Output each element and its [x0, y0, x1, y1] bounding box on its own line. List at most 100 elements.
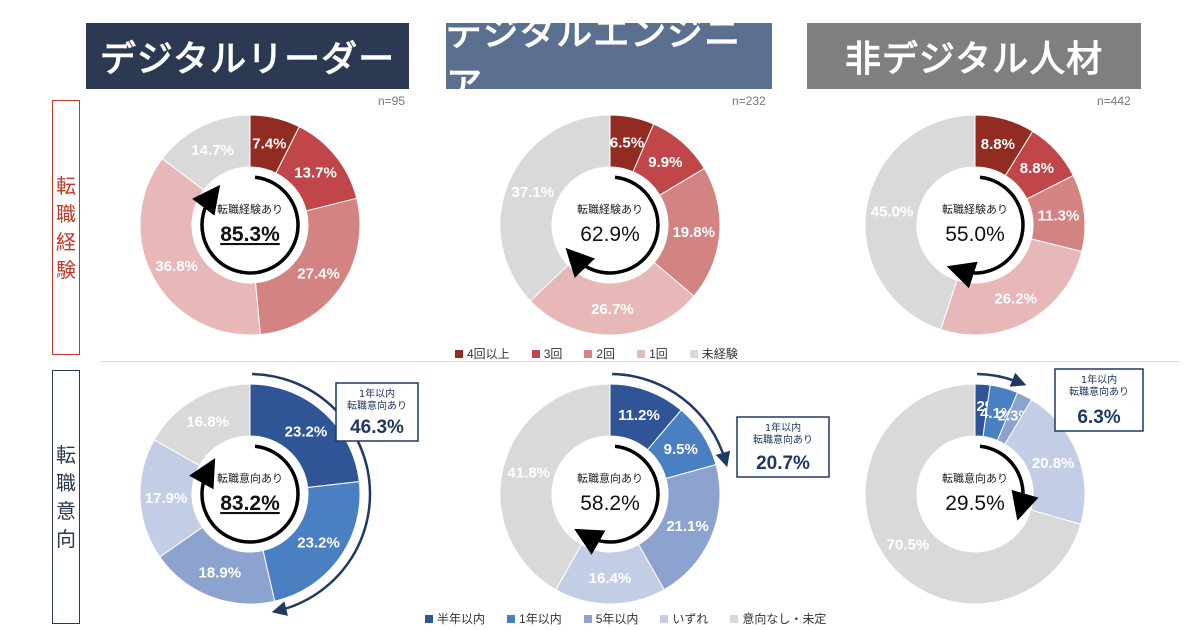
legend-intention-swatch: [583, 614, 592, 623]
center-caption: 転職意向あり: [217, 471, 283, 485]
slice-value-label: 23.2%: [285, 423, 328, 440]
legend-experience-item: 3回: [531, 345, 562, 362]
callout-box: [736, 416, 830, 478]
callout-value: 46.3%: [350, 417, 404, 438]
legend-intention-label: 意向なし・未定: [742, 612, 827, 626]
legend-experience-label: 未経験: [701, 347, 738, 361]
legend-experience: 4回以上 3回 2回 1回 未経験: [455, 345, 738, 362]
donut-slice: [864, 114, 976, 331]
legend-experience-label: 2回: [596, 347, 616, 361]
center-arrow: [946, 175, 1025, 289]
legend-experience-swatch: [531, 349, 540, 358]
n-count-engineer: n=232: [732, 94, 766, 108]
legend-intention-swatch: [730, 614, 739, 623]
donut-slice: [864, 383, 1082, 605]
legend-intention-swatch: [507, 614, 516, 623]
donut-slice: [161, 114, 251, 191]
center-arrow: [192, 175, 300, 275]
slice-value-label: 4.1%: [980, 405, 1014, 422]
callout-caption: 転職意向あり: [347, 399, 407, 412]
center-value: 83.2%: [220, 492, 280, 515]
slice-value-label: 27.4%: [297, 266, 340, 283]
row-label-experience: 転職経験: [52, 100, 80, 355]
slice-value-label: 18.9%: [199, 564, 242, 581]
slice-value-label: 9.5%: [664, 441, 698, 458]
center-caption: 転職意向あり: [577, 471, 643, 485]
slice-value-label: 26.2%: [994, 291, 1037, 308]
legend-intention-label: いずれ: [672, 612, 709, 626]
slice-value-label: 11.3%: [1038, 208, 1080, 225]
legend-experience-swatch: [584, 349, 593, 358]
slice-value-label: 8.8%: [1020, 160, 1054, 177]
slice-value-label: 13.7%: [294, 164, 337, 181]
center-value: 85.3%: [220, 223, 280, 246]
slice-value-label: 6.5%: [610, 135, 644, 152]
row-label-char: 職: [56, 471, 76, 495]
legend-experience-swatch: [689, 349, 698, 358]
legend-experience-swatch: [637, 349, 646, 358]
slice-value-label: 26.7%: [591, 301, 634, 318]
center-value: 29.5%: [945, 492, 1005, 515]
slice-value-label: 20.8%: [1032, 455, 1075, 472]
slice-value-label: 36.8%: [155, 258, 198, 275]
callout-value: 6.3%: [1077, 407, 1120, 428]
row-label-char: 転: [56, 173, 76, 198]
callout-box: [335, 382, 419, 442]
slice-value-label: 16.8%: [186, 413, 229, 430]
slice-value-label: 21.1%: [666, 518, 709, 535]
legend-intention-swatch: [425, 614, 433, 623]
donut-slice: [249, 383, 360, 489]
n-count-leader: n=95: [378, 94, 406, 108]
slice-value-label: 8.8%: [981, 136, 1015, 153]
slice-value-label: 19.8%: [672, 224, 715, 241]
center-arrow: [979, 444, 1039, 521]
center-caption: 転職経験あり: [577, 202, 643, 216]
donut-slice: [499, 383, 611, 591]
row-label-char: 転: [56, 443, 76, 467]
center-caption: 転職経験あり: [217, 202, 283, 216]
slice-value-label: 11.2%: [618, 407, 660, 424]
legend-intention-item: 1年以内: [507, 610, 562, 627]
legend-intention-item: 5年以内: [583, 610, 639, 627]
legend-intention-label: 5年以内: [595, 612, 639, 626]
legend-intention: 半年以内 1年以内 5年以内 いずれ 意向なし・未定: [425, 610, 826, 627]
donut-slice: [262, 481, 361, 602]
row-label-char: 験: [56, 257, 76, 282]
callout-caption: 転職意向あり: [753, 433, 813, 446]
legend-intention-item: 半年以内: [425, 610, 485, 627]
header-non-digital: 非デジタル人材: [807, 23, 1141, 89]
legend-experience-swatch: [455, 349, 463, 358]
slice-value-label: 37.1%: [512, 184, 555, 201]
slice-value-label: 9.9%: [648, 154, 682, 171]
callout-caption: 1年以内: [359, 387, 395, 400]
row-label-intention: 転職意向: [52, 370, 80, 624]
center-value: 58.2%: [580, 492, 640, 515]
callout-caption: 1年以内: [1081, 373, 1117, 386]
center-value: 55.0%: [945, 223, 1005, 246]
callout-caption: 転職意向あり: [1069, 385, 1129, 398]
slice-value-label: 70.5%: [887, 537, 930, 554]
donut-slice: [153, 383, 251, 467]
row-label-char: 向: [56, 527, 76, 551]
row-label-char: 職: [56, 201, 76, 226]
donut-slice: [254, 197, 361, 336]
callout-caption: 1年以内: [765, 421, 801, 434]
legend-experience-item: 未経験: [689, 345, 738, 362]
donut-slice: [139, 157, 261, 336]
legend-experience-item: 1回: [637, 345, 668, 362]
callout-box: [1054, 368, 1144, 432]
slice-value-label: 16.4%: [589, 570, 632, 587]
donut-slice: [499, 114, 611, 302]
legend-intention-item: 意向なし・未定: [730, 610, 826, 627]
legend-intention-item: いずれ: [660, 610, 708, 627]
slice-value-label: 14.7%: [191, 142, 234, 159]
outer-arrow: [252, 372, 372, 616]
legend-intention-label: 1年以内: [519, 612, 562, 626]
slice-value-label: 41.8%: [507, 465, 550, 482]
center-caption: 転職意向あり: [942, 471, 1008, 485]
legend-experience-item: 2回: [584, 345, 615, 362]
legend-intention-swatch: [660, 614, 669, 623]
center-caption: 転職経験あり: [942, 202, 1008, 216]
center-arrow: [565, 175, 660, 278]
